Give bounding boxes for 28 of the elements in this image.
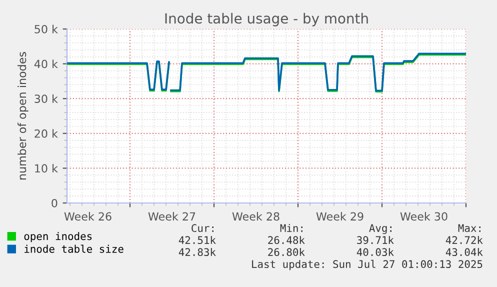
text: 42.83k xyxy=(178,248,216,256)
text: 26.48k xyxy=(268,236,305,244)
y-tick-label: 10 k xyxy=(35,164,58,173)
text: Max: xyxy=(458,224,480,232)
x-tick-label: Week 26 xyxy=(64,212,112,221)
text: 39.71k xyxy=(357,236,394,244)
text: Last update: Sun Jul 27 01:00:13 2025 xyxy=(252,260,482,270)
x-tick-label: Week 29 xyxy=(316,212,364,221)
y-axis-title: number of open inodes xyxy=(18,52,28,180)
y-tick-label: 0 xyxy=(52,198,58,208)
text: Avg: xyxy=(369,224,392,234)
y-tick-label: 50 k xyxy=(34,24,58,34)
x-tick-label: Week 27 xyxy=(148,212,196,221)
legend-label: inode table size xyxy=(24,244,124,253)
text: Cur: xyxy=(192,224,214,232)
text: 43.04k xyxy=(446,248,483,256)
y-tick-label: 30 k xyxy=(34,94,58,103)
y-tick-label: 40 k xyxy=(34,60,58,68)
text: 42.51k xyxy=(178,236,216,244)
text: 26.80k xyxy=(268,248,305,256)
text: 42.72k xyxy=(446,236,483,244)
legend-label: open inodes xyxy=(24,232,92,242)
x-tick-label: Week 28 xyxy=(232,212,280,221)
chart-title: Inode table usage - by month xyxy=(165,12,368,26)
text: 40.03k xyxy=(356,248,394,256)
text: Min: xyxy=(280,224,302,232)
y-tick-label: 20 k xyxy=(34,129,58,138)
x-tick-label: Week 30 xyxy=(400,212,448,221)
